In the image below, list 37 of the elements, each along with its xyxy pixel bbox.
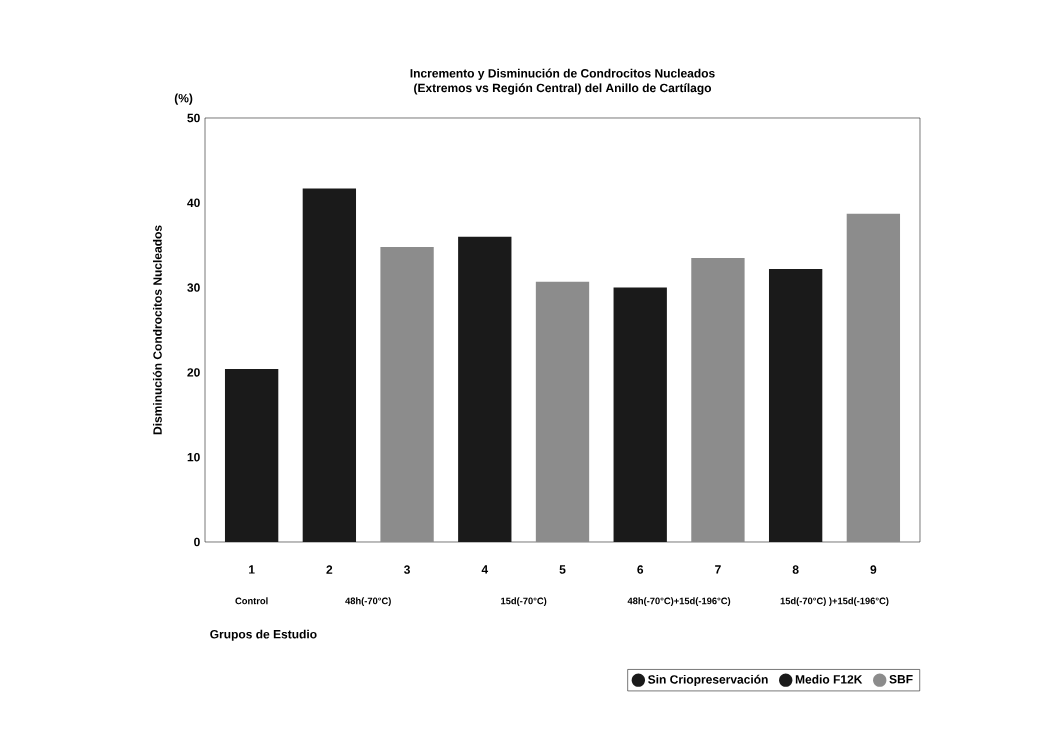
- x-tick-label: 9: [870, 565, 877, 574]
- x-axis-title: Grupos de Estudio: [210, 629, 317, 641]
- text: 15d(-70°C): [501, 597, 547, 607]
- chart-subtitle: (Extremos vs Región Central) del Anillo de Cartílago: [414, 83, 712, 95]
- legend-label: Medio F12K: [795, 674, 863, 684]
- y-tick-label: 40: [187, 198, 200, 208]
- bar: [224, 369, 279, 542]
- text: Control: [235, 597, 268, 605]
- x-tick-label: 6: [637, 565, 644, 574]
- bar: [846, 213, 901, 542]
- text: 48h(-70°C): [345, 597, 391, 607]
- x-tick-label: 1: [249, 565, 255, 574]
- bar: [768, 268, 823, 542]
- x-tick-label: 3: [404, 565, 410, 574]
- y-axis-title: Disminución Condrocitos Nucleados: [152, 225, 162, 435]
- x-tick-label: 8: [792, 565, 799, 574]
- bar: [302, 188, 357, 542]
- x-tick-label: 2: [326, 565, 333, 574]
- bar: [380, 246, 434, 542]
- text: 48h(-70°C)+15d(-196°C): [627, 597, 731, 607]
- legend-label: Sin Criopreservación: [648, 674, 768, 687]
- text: 15d(-70°C) )+15d(-196°C): [780, 597, 889, 607]
- bar: [613, 287, 667, 542]
- chart-title: Incremento y Disminución de Condrocitos Nucleados: [410, 68, 715, 80]
- legend-label: SBF: [889, 674, 913, 684]
- bar: [535, 281, 590, 542]
- y-tick-label: 10: [187, 452, 200, 462]
- bar: [691, 257, 745, 542]
- y-tick-label: 20: [187, 368, 200, 377]
- bar: [458, 236, 512, 542]
- y-tick-label: 30: [187, 283, 200, 292]
- x-tick-label: 5: [559, 565, 566, 574]
- y-tick-label: 50: [187, 113, 200, 123]
- x-tick-label: 7: [715, 565, 721, 574]
- x-tick-label: 4: [481, 565, 489, 574]
- text: (%): [174, 93, 193, 105]
- y-tick-label: 0: [194, 537, 200, 547]
